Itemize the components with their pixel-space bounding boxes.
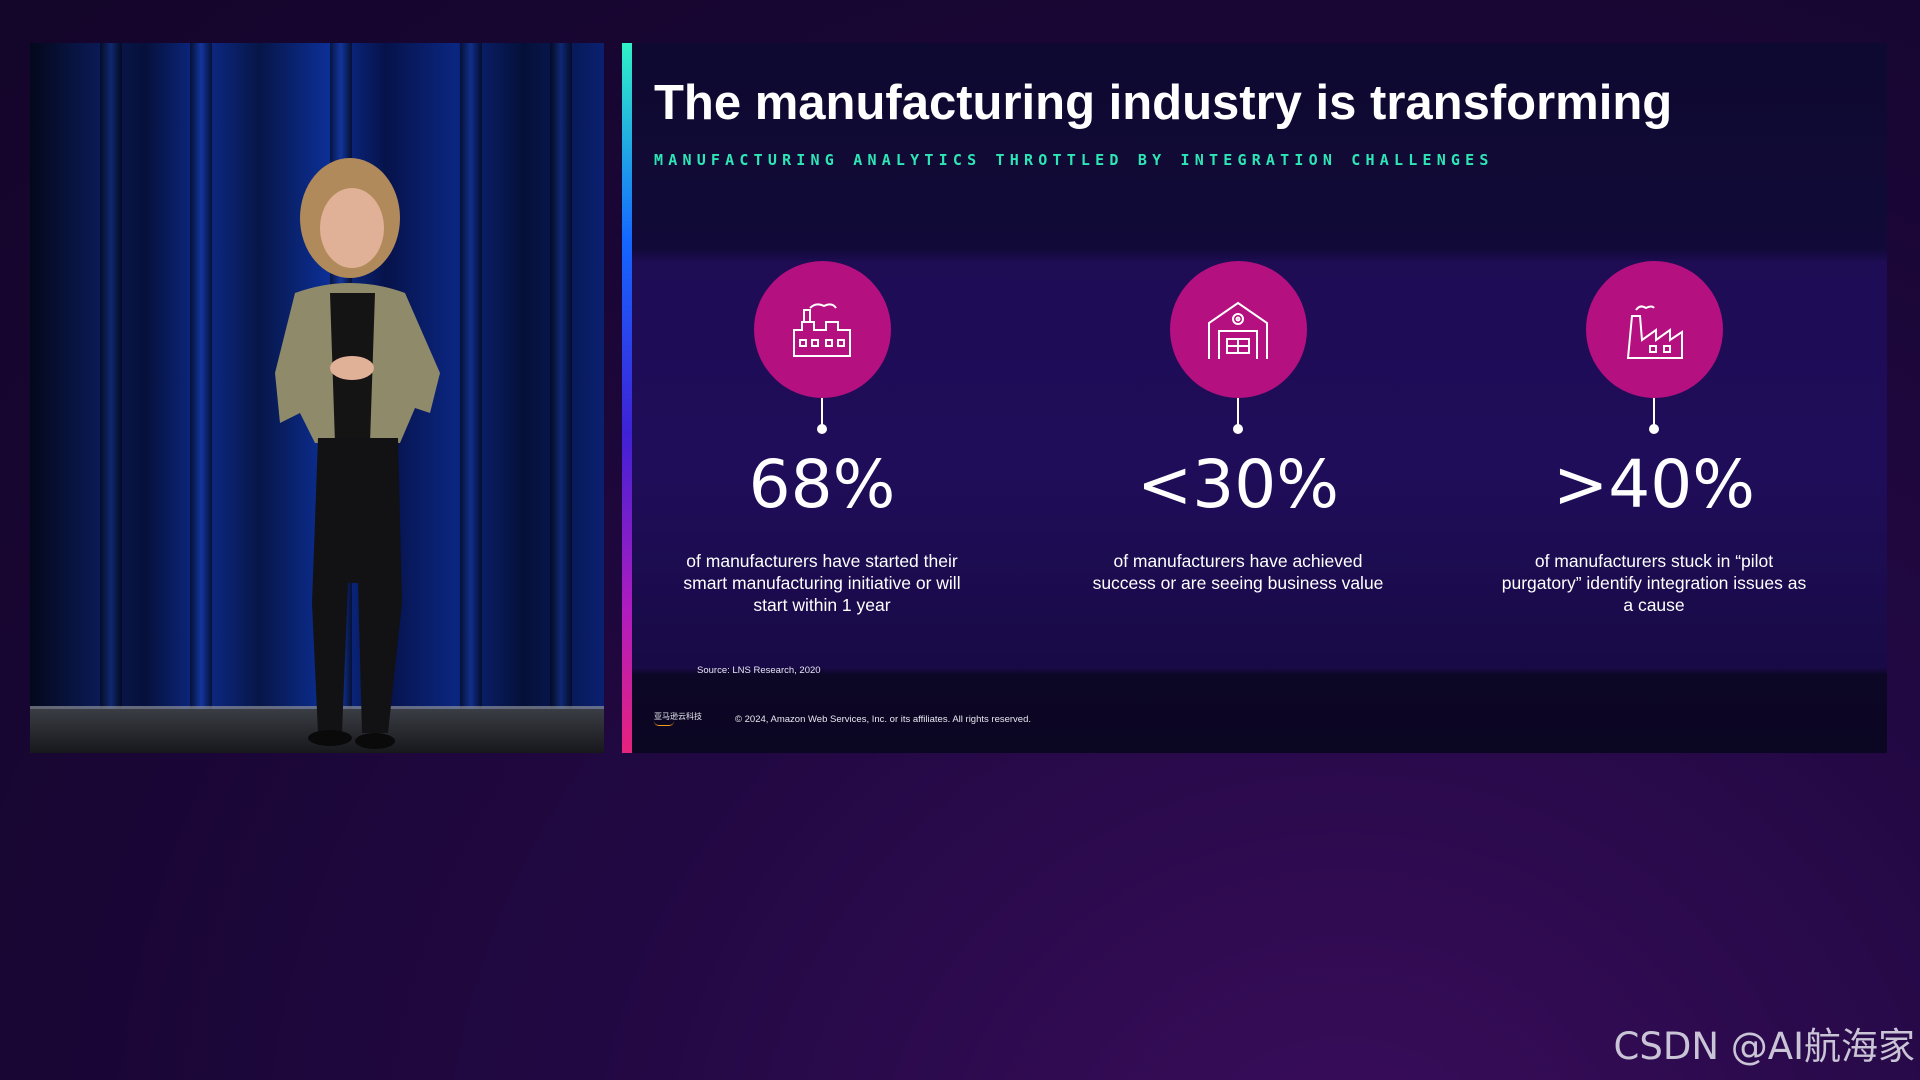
slide-title: The manufacturing industry is transformi… <box>654 76 1673 130</box>
source-citation: Source: LNS Research, 2020 <box>697 665 821 676</box>
speaker-video <box>30 43 604 753</box>
presentation-slide: The manufacturing industry is transformi… <box>622 43 1887 753</box>
stat-circle <box>753 261 891 398</box>
copyright-notice: © 2024, Amazon Web Services, Inc. or its… <box>735 714 1032 725</box>
stat-description: of manufacturers have started their smar… <box>683 551 961 615</box>
stat-value: >40% <box>1553 446 1755 523</box>
slide-subtitle: MANUFACTURING ANALYTICS THROTTLED BY INT… <box>654 151 1494 169</box>
aws-logo: 亚马逊云科技 <box>654 711 702 726</box>
warehouse-gear-icon <box>1208 301 1268 359</box>
aws-logo-text: 亚马逊云科技 <box>654 712 702 721</box>
stat-card-1: 68% of manufacturers have started their … <box>652 261 992 616</box>
stat-card-3: >40% of manufacturers stuck in “pilot pu… <box>1484 261 1824 616</box>
stat-description: of manufacturers have achieved success o… <box>1092 551 1384 593</box>
stat-description: of manufacturers stuck in “pilot purgato… <box>1501 551 1807 615</box>
stat-circle <box>1169 261 1307 398</box>
slide-accent-bar <box>622 43 632 753</box>
stat-card-2: <30% of manufacturers have achieved succ… <box>1068 261 1408 594</box>
stat-value: <30% <box>1137 446 1339 523</box>
factory-icon <box>793 302 851 357</box>
stat-value: 68% <box>748 446 896 523</box>
factory-building-icon <box>1626 304 1683 359</box>
speaker-figure <box>275 158 440 749</box>
aws-smile-icon <box>654 721 674 726</box>
stat-circle <box>1585 261 1723 398</box>
watermark: CSDN @AI航海家 <box>1613 1025 1915 1068</box>
